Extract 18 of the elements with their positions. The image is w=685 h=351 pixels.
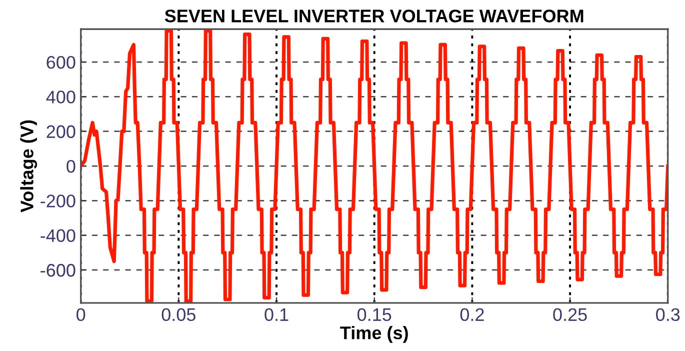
y-tick-label: 400 <box>46 90 76 104</box>
x-tick-label: 0.25 <box>553 308 587 322</box>
y-tick-label: 600 <box>46 56 76 69</box>
x-tick-label: 0 <box>76 308 86 322</box>
y-tick-label: -400 <box>40 229 76 242</box>
x-axis-title: Time (s) <box>340 326 408 343</box>
x-tick-label: 0.05 <box>162 308 196 322</box>
x-tick-label: 0.2 <box>460 308 484 322</box>
y-tick-label: -200 <box>40 194 76 208</box>
x-tick-label: 0.1 <box>264 308 288 322</box>
line-series <box>80 29 668 303</box>
x-tick-label: 0.15 <box>357 308 392 322</box>
y-tick-label: 0 <box>66 160 76 173</box>
y-axis-title: Voltage (V) <box>20 120 38 212</box>
x-tick-label: 0.3 <box>656 308 680 322</box>
chart-title: SEVEN LEVEL INVERTER VOLTAGE WAVEFORM <box>164 10 584 22</box>
y-tick-label: -600 <box>40 264 76 277</box>
y-tick-label: 200 <box>46 125 76 138</box>
